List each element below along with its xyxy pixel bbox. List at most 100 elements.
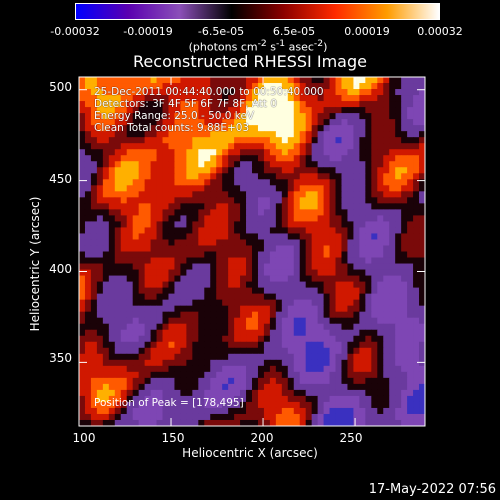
- heatmap-cell: [162, 125, 169, 132]
- heatmap-cell: [186, 287, 193, 295]
- heatmap-cell: [90, 329, 98, 337]
- heatmap-cell: [132, 293, 140, 301]
- heatmap-cell: [401, 197, 408, 204]
- heatmap-cell: [156, 251, 163, 258]
- heatmap-cell: [138, 131, 146, 138]
- heatmap-cell: [341, 203, 348, 210]
- heatmap-cell: [192, 305, 199, 313]
- heatmap-cell: [263, 203, 271, 210]
- heatmap-cell: [84, 299, 92, 307]
- heatmap-cell: [84, 395, 92, 403]
- heatmap-cell: [257, 125, 265, 132]
- heatmap-cell: [180, 281, 187, 289]
- heatmap-cell: [293, 383, 301, 391]
- heatmap-cell: [407, 413, 414, 421]
- heatmap-cell: [317, 155, 324, 162]
- heatmap-cell: [299, 293, 307, 301]
- heatmap-cell: [389, 317, 396, 325]
- heatmap-cell: [263, 275, 271, 282]
- heatmap-cell: [79, 323, 86, 331]
- heatmap-cell: [192, 119, 199, 126]
- heatmap-cell: [407, 293, 414, 301]
- heatmap-cell: [198, 179, 205, 186]
- heatmap-cell: [144, 227, 151, 234]
- heatmap-cell: [311, 125, 319, 132]
- heatmap-cell: [257, 173, 265, 180]
- heatmap-cell: [108, 239, 116, 246]
- x-tick-label: 250: [339, 431, 363, 445]
- heatmap-cell: [395, 113, 402, 120]
- heatmap-cell: [90, 413, 98, 421]
- heatmap-cell: [210, 143, 217, 150]
- heatmap-cell: [210, 137, 217, 144]
- heatmap-cell: [401, 293, 408, 301]
- heatmap-cell: [180, 287, 187, 295]
- heatmap-cell: [114, 203, 122, 210]
- heatmap-cell: [102, 401, 110, 409]
- heatmap-cell: [186, 413, 193, 421]
- heatmap-cell: [234, 233, 241, 240]
- colorbar-tick: -0.00032: [50, 25, 100, 38]
- heatmap-cell: [287, 311, 295, 319]
- heatmap-cell: [144, 209, 151, 216]
- heatmap-cell: [210, 293, 217, 301]
- heatmap-cell: [252, 395, 259, 403]
- heatmap-cell: [365, 125, 372, 132]
- heatmap-cell: [162, 245, 169, 252]
- heatmap-cell: [84, 263, 92, 270]
- heatmap-cell: [419, 389, 426, 397]
- heatmap-cell: [174, 257, 181, 264]
- heatmap-cell: [162, 149, 169, 156]
- heatmap-cell: [150, 173, 157, 180]
- heatmap-cell: [401, 341, 408, 349]
- heatmap-cell: [186, 263, 193, 270]
- heatmap-cell: [114, 359, 122, 367]
- heatmap-cell: [90, 77, 98, 84]
- heatmap-cell: [395, 323, 402, 331]
- heatmap-cell: [114, 263, 122, 270]
- heatmap-cell: [156, 215, 163, 222]
- heatmap-cell: [311, 95, 319, 102]
- heatmap-cell: [419, 161, 426, 168]
- heatmap-cell: [252, 275, 259, 282]
- heatmap-cell: [281, 263, 289, 270]
- heatmap-cell: [96, 173, 104, 180]
- heatmap-cell: [114, 323, 122, 331]
- heatmap-cell: [90, 233, 98, 240]
- heatmap-cell: [228, 137, 235, 144]
- heatmap-cell: [299, 311, 307, 319]
- heatmap-cell: [395, 281, 402, 289]
- heatmap-cell: [216, 245, 223, 252]
- heatmap-cell: [263, 155, 271, 162]
- heatmap-cell: [114, 161, 122, 168]
- heatmap-cell: [79, 137, 86, 144]
- heatmap-cell: [347, 389, 354, 397]
- heatmap-cell: [377, 101, 384, 108]
- heatmap-cell: [186, 359, 193, 367]
- heatmap-cell: [162, 281, 169, 289]
- heatmap-cell: [257, 401, 265, 409]
- heatmap-cell: [79, 419, 86, 427]
- heatmap-cell: [383, 107, 390, 114]
- heatmap-cell: [371, 347, 378, 355]
- heatmap-cell: [222, 143, 229, 150]
- heatmap-cell: [102, 383, 110, 391]
- heatmap-cell: [269, 89, 277, 96]
- heatmap-cell: [299, 251, 307, 258]
- heatmap-cell: [371, 101, 378, 108]
- heatmap-cell: [329, 125, 336, 132]
- heatmap-cell: [79, 257, 86, 264]
- heatmap-cell: [293, 347, 301, 355]
- heatmap-cell: [96, 383, 104, 391]
- heatmap-cell: [263, 245, 271, 252]
- heatmap-cell: [287, 293, 295, 301]
- heatmap-cell: [222, 203, 229, 210]
- heatmap-cell: [311, 329, 319, 337]
- heatmap-cell: [413, 395, 420, 403]
- heatmap-cell: [114, 77, 122, 84]
- heatmap-cell: [216, 173, 223, 180]
- heatmap-cell: [144, 371, 151, 379]
- heatmap-cell: [359, 287, 366, 295]
- heatmap-cell: [186, 137, 193, 144]
- heatmap-cell: [90, 353, 98, 361]
